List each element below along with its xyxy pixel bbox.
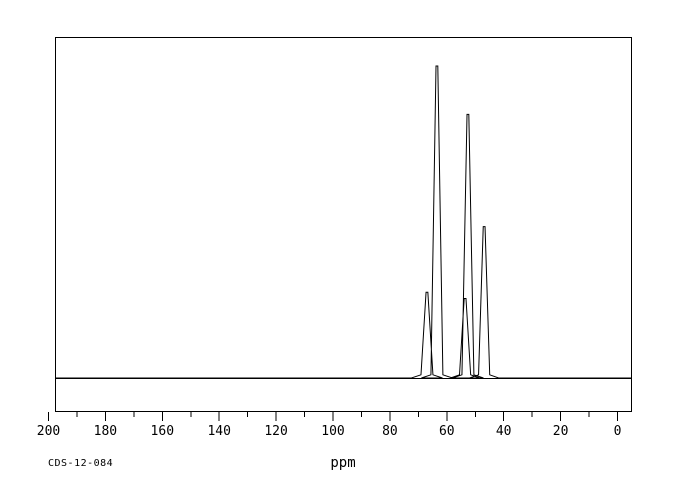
x-axis-ticks — [48, 412, 618, 421]
x-axis-title: ppm — [330, 455, 355, 471]
x-axis-tick-label: 100 — [321, 424, 344, 439]
x-axis-tick-label: 120 — [264, 424, 287, 439]
x-axis-tick-label: 140 — [207, 424, 230, 439]
x-axis-tick-label: 0 — [614, 424, 622, 439]
x-axis-tick-label: 60 — [439, 424, 455, 439]
x-axis-tick-labels: 200 180 160 140 120 100 80 60 40 20 0 — [37, 424, 622, 439]
x-axis-tick-label: 20 — [553, 424, 569, 439]
plot-frame — [55, 37, 632, 412]
x-axis-tick-label: 180 — [94, 424, 117, 439]
x-axis-tick-label: 40 — [496, 424, 512, 439]
spectrum-trace — [56, 65, 631, 379]
x-axis-tick-label: 200 — [37, 424, 60, 439]
x-axis-tick-label: 160 — [151, 424, 174, 439]
x-axis-tick-label: 80 — [382, 424, 398, 439]
sample-id-label: CDS-12-084 — [48, 458, 113, 469]
